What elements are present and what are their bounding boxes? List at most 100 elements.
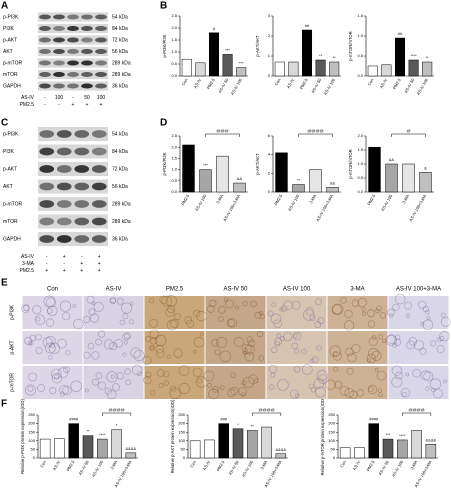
tissue-texture [371,335,377,340]
treatment-value: - [46,254,48,260]
tissue-texture [309,315,316,321]
bar [425,443,437,459]
tissue-texture [130,347,142,359]
tissue-texture [391,376,403,388]
tissue-texture [149,298,155,304]
blot-strip [38,232,108,246]
significance: * [237,422,239,427]
kda-label: 36 kDa [112,83,128,89]
tissue-texture [292,331,302,341]
protein-label: mTOR [3,219,18,225]
bar [199,169,212,193]
tissue-texture [347,352,357,363]
blot-band [91,182,107,191]
tissue-texture [29,340,34,346]
significance: ** [86,429,90,434]
bracket [102,412,132,416]
blot-band [39,71,51,78]
bracket-label: @@@@ [258,407,274,412]
tissue-texture [121,302,133,314]
y-tick-label: 150 [178,429,185,434]
tissue-texture [59,385,69,395]
tissue-texture [158,383,164,389]
tissue-texture [246,336,254,343]
blot-band [53,83,65,89]
y-tick-label: 2.0 [171,25,177,30]
x-tick-label: PM2.5 [180,193,190,206]
tissue-texture [178,365,190,376]
tissue-texture [165,307,175,318]
kda-label: 289 kDa [112,219,131,225]
tissue-texture [35,316,41,322]
significance: ** [297,178,301,183]
panel-label: C [1,118,8,129]
bar [329,61,340,77]
y-tick-label: 50 [331,446,336,451]
tissue-texture [107,389,117,400]
treatment-value: + [86,102,89,108]
x-tick-label: Con [367,78,375,87]
significance: ** [251,424,255,429]
blot-band [39,147,55,156]
significance: *** [225,47,230,52]
bracket-label: @@@@ [108,407,124,412]
tissue-texture [103,339,114,350]
y-tick-label: 0 [268,73,271,78]
tissue-texture [368,336,378,346]
tissue-texture [230,372,236,378]
tissue-texture [346,367,354,375]
x-tick-label: AS-IV [193,77,203,89]
blot-band [39,60,51,66]
tissue-texture [48,342,60,354]
tissue-texture [273,319,283,329]
blot-band [53,71,65,78]
row-label: p-PI3K [9,304,15,320]
tissue-texture [248,339,256,347]
tissue-texture [95,338,102,346]
treatment-value: 100 [97,95,106,101]
tissue-texture [235,305,239,310]
tissue-texture [291,300,301,310]
significance: && [237,176,243,181]
blot-band [56,130,72,138]
bar [381,64,392,77]
tissue-texture [367,384,378,395]
tissue-texture [224,299,234,309]
treatment-value: + [80,261,83,267]
treatment-value: - [81,254,83,260]
x-tick-label: AS-IV [379,77,389,89]
row-label: p-AKT [9,340,15,354]
tissue-texture [65,350,71,356]
y-tick-label: 2.5 [171,133,177,138]
panel-label: A [1,1,8,12]
tissue-texture [95,372,103,380]
tissue-texture [45,297,56,308]
tissue-texture [224,297,229,302]
tissue-texture [124,332,131,340]
tissue-texture [271,302,277,308]
x-tick-label: PM2.5 [366,193,376,206]
tissue-texture [227,318,238,328]
tissue-texture [46,307,53,314]
tissue-texture [339,385,350,396]
tissue-texture [208,388,219,400]
blot-band [74,217,90,226]
micrograph [266,366,327,399]
tissue-texture [368,386,374,392]
tissue-texture [293,366,301,373]
protein-label: AKT [3,49,13,55]
significance: ** [319,53,323,58]
tissue-texture [361,311,366,316]
treatment-value: + [98,268,101,274]
blot-band [39,217,55,226]
tissue-texture [301,364,313,375]
treatment-value: + [80,268,83,274]
y-tick-label: 2 [268,33,271,38]
tissue-texture [32,305,42,315]
protein-label: p-PI3K [3,131,19,137]
x-tick-label: PM2.5 [365,459,375,472]
y-tick-label: 0.0 [171,189,177,194]
tissue-texture [443,379,447,384]
tissue-texture [212,386,219,393]
bar [275,152,288,193]
